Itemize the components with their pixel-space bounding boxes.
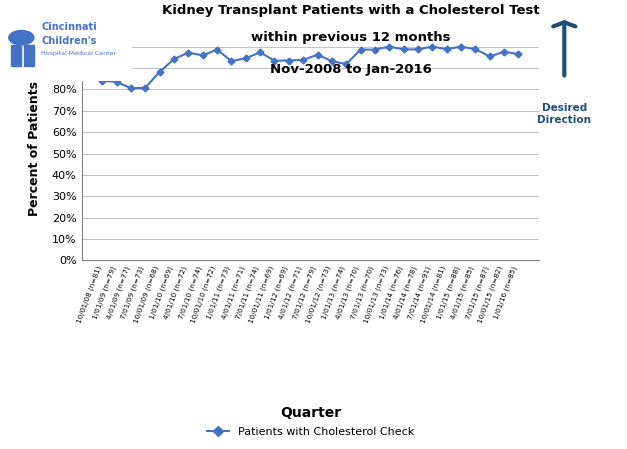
Text: Desired
Direction: Desired Direction	[537, 103, 591, 125]
Text: Hospital Medical Center: Hospital Medical Center	[41, 51, 117, 56]
Legend: Patients with Cholesterol Check: Patients with Cholesterol Check	[203, 423, 418, 441]
Bar	[24, 45, 34, 66]
Y-axis label: Percent of Patients: Percent of Patients	[28, 81, 41, 216]
Bar	[11, 45, 21, 66]
Text: Cincinnati: Cincinnati	[41, 22, 97, 32]
Text: Kidney Transplant Patients with a Cholesterol Test: Kidney Transplant Patients with a Choles…	[162, 4, 540, 18]
Text: Quarter: Quarter	[280, 406, 341, 420]
Circle shape	[9, 31, 34, 45]
Text: within previous 12 months: within previous 12 months	[251, 31, 451, 44]
Text: Children's: Children's	[41, 36, 97, 46]
Text: Nov-2008 to Jan-2016: Nov-2008 to Jan-2016	[270, 63, 432, 76]
